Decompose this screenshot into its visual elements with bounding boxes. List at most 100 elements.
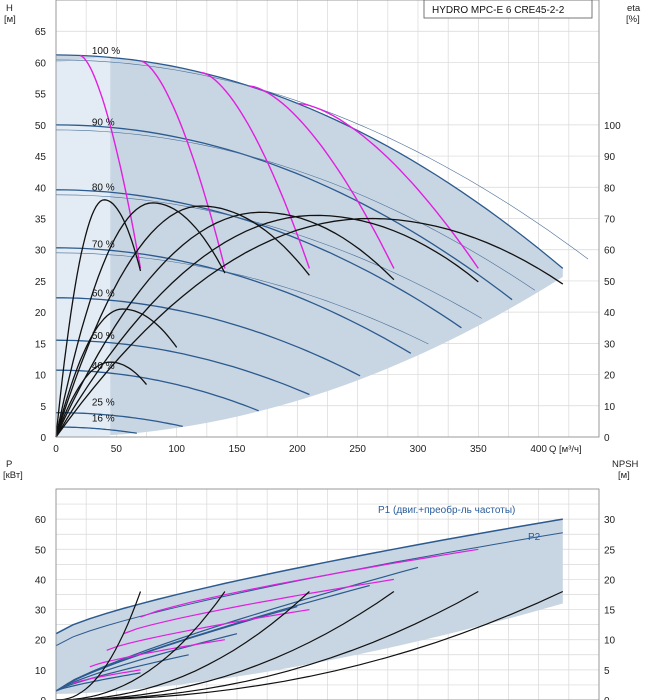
p-tick-label: 50	[35, 545, 47, 556]
npsh-tick-label: 25	[604, 545, 616, 556]
eta-tick-label: 0	[604, 433, 610, 444]
speed-curve-thin	[55, 252, 429, 345]
npsh-tick-label: 10	[604, 636, 616, 647]
npsh-tick-label: 30	[604, 515, 616, 526]
speed-curve-25	[56, 412, 183, 428]
x-tick-label: 400	[530, 444, 547, 455]
efficiency-curve	[55, 361, 148, 438]
efficiency-curve	[55, 211, 395, 438]
h-tick-label: 45	[35, 152, 47, 163]
title-box-text: HYDRO MPC-E 6 CRE45-2-2	[432, 5, 565, 16]
bottom-right-axis-title-line2: [м]	[618, 470, 630, 481]
eta-tick-label: 90	[604, 152, 616, 163]
power-envelope-area	[56, 519, 563, 694]
npsh-curve	[55, 591, 310, 700]
eta-tick-label: 100	[604, 121, 621, 132]
title-box	[423, 0, 593, 19]
h-tick-label: 55	[35, 90, 47, 101]
h-tick-label: 20	[35, 308, 47, 319]
p-tick-label: 20	[35, 636, 47, 647]
h-tick-label: 30	[35, 246, 47, 257]
eta-tick-label: 20	[604, 371, 616, 382]
h-tick-label: 15	[35, 339, 47, 350]
x-tick-label: 250	[349, 444, 366, 455]
bottom-left-axis-title-line2: [кВт]	[3, 470, 23, 481]
p-tick-label: 60	[35, 515, 47, 526]
efficiency-curve	[55, 308, 178, 438]
eta-tick-label: 50	[604, 277, 616, 288]
h-tick-label: 25	[35, 277, 47, 288]
system-curve	[200, 71, 311, 269]
power-system-curve	[89, 639, 225, 668]
system-curve	[297, 102, 479, 269]
x-tick-label: 100	[168, 444, 185, 455]
speed-label: 90 %	[92, 117, 115, 128]
power-speed-curve	[55, 672, 141, 692]
npsh-curve	[55, 590, 479, 700]
power-speed-curve	[55, 566, 419, 692]
eta-tick-label: 10	[604, 402, 616, 413]
npsh-curve	[55, 590, 564, 700]
bottom-curves	[55, 518, 564, 700]
h-tick-label: 60	[35, 58, 47, 69]
top-right-axis-title-line1: eta	[627, 3, 641, 14]
h-tick-label: 35	[35, 215, 47, 226]
tick-labels: 0 50 100 150 200 250 300 350 4000510152025303540…	[35, 27, 621, 700]
npsh-curve	[55, 591, 142, 700]
speed-curve-90	[55, 124, 513, 301]
p1-series-label: P1 (двиг.+преобр-ль частоты)	[378, 504, 515, 516]
efficiency-curve	[55, 205, 310, 438]
bottom-left-axis-title-line1: P	[6, 459, 12, 470]
x-tick-label: 200	[289, 444, 306, 455]
h-tick-label: 65	[35, 27, 47, 38]
power-system-curve	[106, 609, 310, 651]
h-tick-label: 40	[35, 183, 47, 194]
h-tick-label: 10	[35, 371, 47, 382]
speed-label: 100 %	[92, 46, 120, 57]
speed-curve-80	[55, 189, 462, 329]
operating-envelope-area	[56, 54, 563, 438]
x-tick-label: 350	[470, 444, 487, 455]
speed-label: 60 %	[92, 288, 115, 299]
power-system-curve	[140, 548, 479, 618]
x-tick-label: 0	[53, 444, 59, 455]
p2-series-label: P2	[528, 532, 541, 543]
speed-curve-100	[55, 54, 564, 269]
speed-curve-16	[56, 426, 137, 434]
speed-label: 25 %	[92, 398, 115, 409]
x-axis-title: Q [м³/ч]	[549, 444, 582, 455]
h-tick-label: 5	[40, 402, 46, 413]
speed-labels: 100 % 90 % 80 % 70 % 60 % 50 % 40 % 25 % 16 %	[92, 46, 120, 424]
speed-label: 50 %	[92, 331, 115, 342]
speed-curve-60	[56, 297, 361, 377]
top-left-axis-title-line1: H	[6, 3, 13, 14]
power-system-curve	[72, 669, 141, 684]
p-tick-label: 10	[35, 666, 47, 677]
p-tick-label: 0	[40, 696, 46, 700]
top-plot-frame	[55, 0, 600, 438]
speed-curve-70	[55, 247, 412, 354]
npsh-curve	[55, 591, 226, 700]
speed-label: 16 %	[92, 413, 115, 424]
npsh-tick-label: 20	[604, 575, 616, 586]
top-right-axis-title-line2: [%]	[626, 14, 640, 25]
efficiency-curve	[55, 217, 564, 438]
eta-tick-label: 70	[604, 215, 616, 226]
speed-curve-40	[56, 369, 259, 412]
eta-tick-label: 30	[604, 339, 616, 350]
h-tick-label: 0	[40, 433, 46, 444]
npsh-curve	[55, 591, 395, 700]
efficiency-curve	[55, 199, 142, 438]
npsh-tick-label: 5	[604, 666, 610, 677]
speed-curve-50	[55, 339, 310, 396]
p1-curve	[55, 518, 563, 635]
efficiency-curve	[55, 202, 226, 438]
efficiency-curve	[55, 214, 479, 438]
bottom-plot-frame	[55, 488, 600, 700]
x-tick-label: 50	[111, 444, 123, 455]
power-system-curve	[123, 578, 394, 635]
x-tick-label: 150	[229, 444, 246, 455]
power-speed-curve	[55, 633, 238, 692]
p-tick-label: 40	[35, 575, 47, 586]
